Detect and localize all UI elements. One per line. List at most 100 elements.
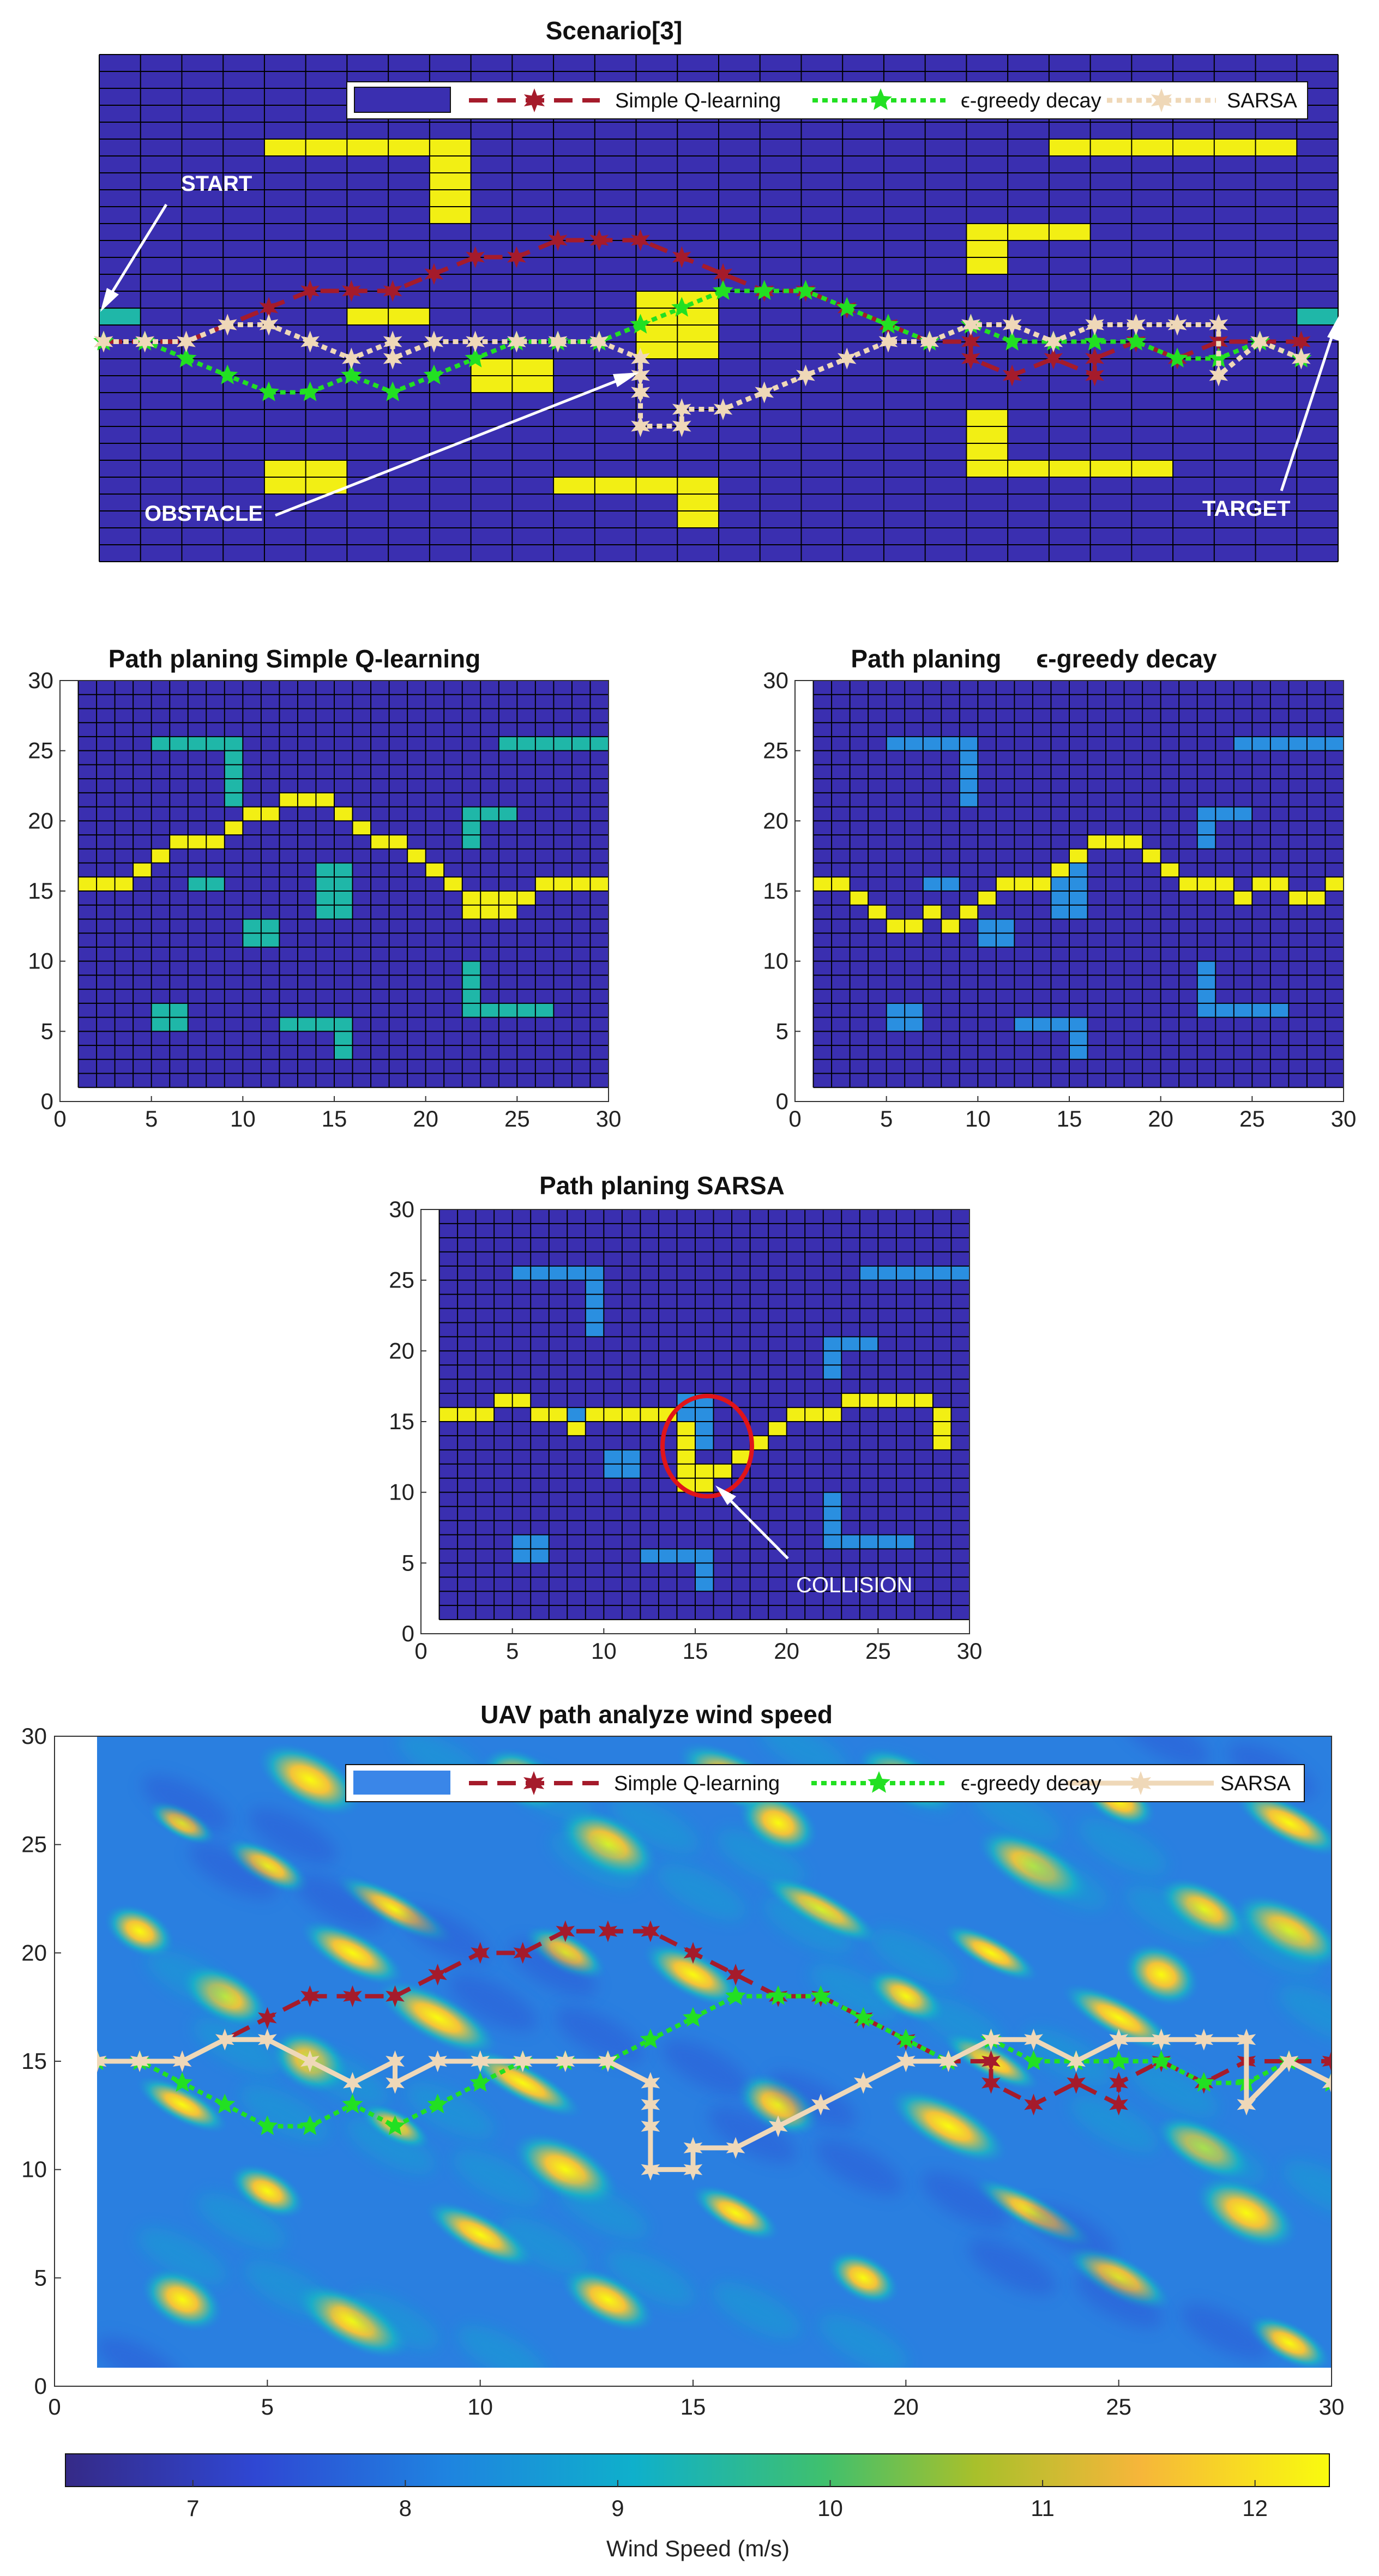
obstacle-cell	[886, 1017, 905, 1032]
q-learning-marker	[713, 263, 733, 285]
x-tick-label: 0	[788, 1106, 801, 1131]
q-learning-marker	[386, 1985, 405, 2007]
eps-greedy-marker	[1167, 347, 1188, 368]
path-cell	[1179, 877, 1197, 891]
obstacle-cell	[932, 1266, 952, 1280]
obstacle-cell	[966, 460, 1008, 477]
obstacle-cell	[896, 1266, 915, 1280]
x-tick-label: 5	[261, 2394, 274, 2419]
q-learning-marker	[1024, 2093, 1043, 2116]
collision-label: COLLISION	[796, 1573, 912, 1597]
wind-shade	[1070, 2096, 1159, 2153]
obstacle-cell	[480, 806, 499, 821]
obstacle-cell	[1197, 961, 1216, 976]
path-cell	[133, 863, 152, 877]
obstacle-cell	[823, 1520, 842, 1535]
obstacle-cell	[859, 1534, 878, 1549]
q-learning-marker	[1085, 364, 1104, 387]
obstacle-cell	[966, 426, 1008, 443]
obstacle-cell	[1173, 139, 1214, 156]
path-cell	[498, 905, 517, 919]
obstacle-cell	[1090, 460, 1132, 477]
obstacle-cell	[571, 736, 591, 751]
obstacle-cell	[585, 1322, 604, 1337]
obstacle-cell	[585, 1266, 604, 1280]
path-cell	[768, 1422, 787, 1436]
q-learning-marker	[471, 1942, 490, 1964]
wind-hotspot	[560, 2266, 656, 2333]
obstacle-cell	[878, 1266, 896, 1280]
sarsa-marker	[939, 2050, 958, 2072]
path-cell	[1032, 877, 1051, 891]
obstacle-cell	[823, 1492, 842, 1507]
q-learning-marker	[981, 2072, 1001, 2094]
wind-hotspot	[424, 2200, 536, 2270]
obstacle-cell	[677, 1549, 695, 1563]
sarsa-marker	[383, 330, 402, 353]
obstacle-cell	[636, 477, 678, 494]
sarsa-marker	[1322, 2072, 1332, 2094]
eps-greedy-marker	[853, 2007, 874, 2027]
wind-shade	[763, 1896, 852, 1953]
x-tick-label: 10	[591, 1638, 617, 1664]
obstacle-cell	[1270, 736, 1289, 751]
obstacle-cell	[978, 919, 996, 934]
wind-hotspot	[523, 1924, 607, 1981]
scenario-legend: Simple Q-learning ϵ-greedy decay SARSA	[346, 81, 1308, 119]
obstacle-cell	[535, 1003, 554, 1018]
sarsa-marker	[755, 381, 774, 404]
eps-greedy-marker	[725, 1985, 746, 2005]
obstacle-cell	[264, 460, 306, 477]
sarsa-panel-grid: 0 5 10 15 20 25 30 0 5 10 15 20 25 30	[389, 1196, 982, 1664]
x-tick-label: 30	[596, 1106, 622, 1131]
collision-ring	[660, 1394, 754, 1498]
wind-hotspot	[888, 2087, 1009, 2165]
path-cell	[878, 1393, 896, 1408]
obstacle-cell	[388, 139, 430, 156]
path-cell	[1233, 891, 1252, 905]
obstacle-cell	[429, 190, 471, 207]
wind-shade	[142, 1775, 231, 1832]
wind-panel: UAV path analyze wind speed 0 5 10 15 20 25 30…	[21, 1700, 1344, 2561]
start-arrow	[107, 203, 168, 298]
x-tick-label: 15	[322, 1106, 347, 1131]
obstacle-cell	[823, 1534, 842, 1549]
obstacle-cell	[959, 736, 978, 751]
obstacle-cell	[170, 736, 188, 751]
wind-shade	[1232, 1918, 1321, 1975]
eps-greedy-marker	[1125, 330, 1147, 351]
q-learning-marker	[428, 1964, 447, 1986]
path-cell	[151, 848, 170, 863]
obstacle-cell	[1233, 1003, 1252, 1018]
obstacle-cell	[531, 1534, 549, 1549]
sarsa-marker	[424, 330, 444, 353]
path-cell	[279, 792, 298, 807]
y-tick-label: 5	[402, 1550, 414, 1575]
wind-shade	[1125, 1885, 1214, 1942]
sarsa-marker	[94, 330, 113, 353]
obstacle-cell	[553, 736, 572, 751]
q-learning-marker	[259, 297, 279, 319]
path-cell	[1215, 877, 1234, 891]
wind-shade	[244, 2260, 333, 2318]
path-cell	[567, 1422, 586, 1436]
obstacle-cell	[859, 1337, 878, 1351]
obstacle-cell	[305, 477, 347, 494]
q-learning-panel: Path planing Simple Q-learning 0 5 10 15 20 2…	[28, 645, 621, 1131]
q-learning-marker	[1067, 2072, 1086, 2094]
wind-shade	[661, 2039, 750, 2096]
path-cell	[498, 891, 517, 905]
obstacle-cell	[347, 308, 389, 325]
obstacle-cell	[590, 736, 609, 751]
y-tick-label: 30	[21, 1723, 47, 1749]
wind-shade	[1121, 1736, 1210, 1767]
wind-shade	[346, 2117, 435, 2174]
obstacle-cell	[966, 257, 1008, 274]
y-tick-label: 10	[389, 1479, 414, 1505]
wind-panel-title: UAV path analyze wind speed	[480, 1700, 833, 1729]
path-cell	[512, 1393, 531, 1408]
wind-shade	[870, 1929, 959, 1986]
wind-shade	[1019, 1853, 1108, 1910]
path-cell	[571, 877, 591, 891]
